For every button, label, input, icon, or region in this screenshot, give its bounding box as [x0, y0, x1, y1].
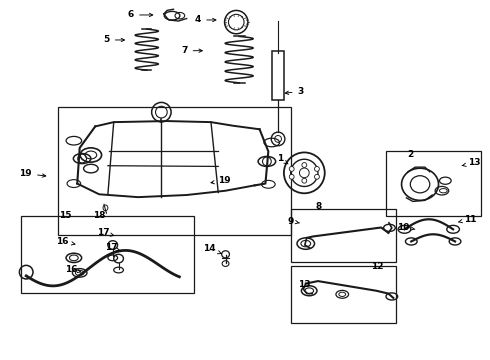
Text: 19: 19 — [211, 176, 231, 185]
Text: 9: 9 — [287, 217, 299, 226]
Text: 2: 2 — [407, 150, 414, 159]
Text: 13: 13 — [298, 280, 311, 289]
Text: 10: 10 — [397, 222, 415, 231]
Text: 14: 14 — [203, 244, 221, 254]
Text: 5: 5 — [103, 36, 124, 45]
Circle shape — [315, 166, 319, 171]
Text: 7: 7 — [181, 46, 202, 55]
Text: 19: 19 — [20, 169, 46, 178]
Text: 3: 3 — [285, 87, 304, 96]
Text: 17: 17 — [105, 243, 121, 252]
Circle shape — [289, 166, 294, 171]
Text: 4: 4 — [195, 15, 216, 24]
Text: 17: 17 — [97, 228, 114, 237]
Text: 1: 1 — [277, 154, 288, 164]
Text: 18: 18 — [93, 211, 105, 220]
Text: 15: 15 — [59, 211, 72, 220]
Bar — [386, 152, 481, 216]
Bar — [58, 107, 291, 235]
Circle shape — [302, 178, 307, 183]
Circle shape — [315, 174, 319, 179]
Text: 13: 13 — [462, 158, 480, 167]
Text: 12: 12 — [371, 262, 384, 271]
Text: 6: 6 — [128, 10, 153, 19]
Bar — [291, 208, 396, 262]
Text: 8: 8 — [316, 202, 322, 211]
Circle shape — [302, 163, 307, 167]
Circle shape — [289, 174, 294, 179]
Text: 16: 16 — [56, 237, 75, 246]
Bar — [291, 266, 396, 323]
Bar — [272, 51, 284, 100]
Text: 11: 11 — [458, 215, 476, 224]
Text: 16: 16 — [65, 265, 81, 274]
Bar — [22, 216, 194, 293]
